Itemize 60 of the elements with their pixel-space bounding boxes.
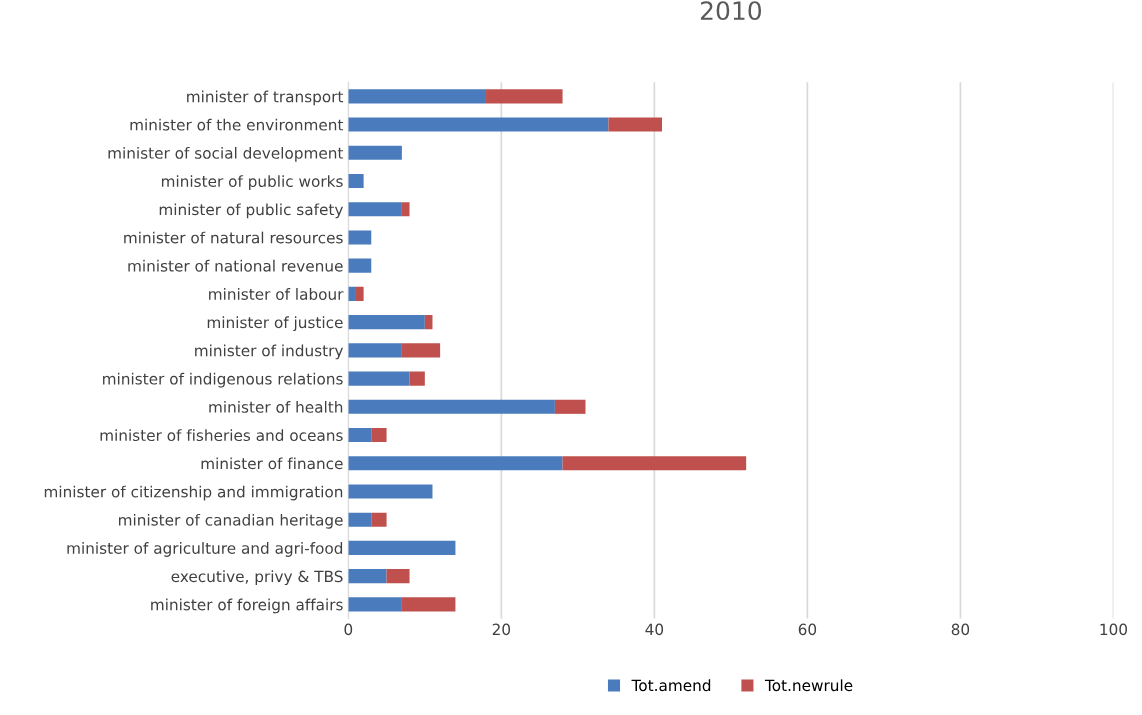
x-tick-label: 20 (492, 623, 511, 636)
y-tick-label: minister of fisheries and oceans (100, 429, 343, 442)
legend-label: Tot.newrule (764, 679, 853, 692)
y-tick-label: minister of justice (207, 316, 343, 332)
y-tick-label: minister of health (209, 400, 343, 413)
bar (348, 371, 410, 386)
bar (424, 315, 433, 330)
y-tick-label: minister of indigenous relations (103, 372, 343, 388)
x-tick-label: 80 (951, 623, 970, 636)
y-tick-label: minister of citizenship and immigration (44, 485, 343, 501)
bar (409, 371, 425, 386)
bar (348, 343, 402, 358)
x-tick-label: 60 (798, 623, 817, 636)
bar (348, 456, 563, 471)
bar (348, 569, 387, 584)
bar (348, 399, 555, 414)
x-tick-label: 40 (645, 623, 664, 636)
bar (348, 173, 364, 189)
chart-title: 2010 (700, 1, 762, 21)
bar (348, 145, 402, 160)
y-tick-label: minister of labour (209, 288, 344, 300)
y-tick-label: minister of transport (187, 90, 344, 106)
bar (348, 315, 425, 330)
bar (401, 202, 410, 217)
y-tick-label: minister of finance (201, 457, 343, 470)
y-tick-label: executive, privy & TBS (171, 570, 343, 586)
bar (608, 117, 663, 132)
bar (348, 427, 372, 443)
bar (371, 427, 387, 443)
bar (348, 202, 402, 217)
bar (348, 597, 402, 612)
y-tick-label: minister of canadian heritage (119, 513, 343, 529)
y-tick-label: minister of the environment (130, 118, 344, 131)
y-tick-label: minister of public works (161, 175, 343, 190)
y-tick-label: minister of social development (108, 146, 344, 162)
x-tick-label: 100 (1100, 623, 1128, 636)
bar (554, 399, 586, 414)
bar (348, 512, 372, 527)
y-tick-label: minister of natural resources (124, 231, 343, 244)
bar (348, 286, 356, 301)
bar (348, 258, 372, 273)
bar (401, 343, 441, 358)
y-tick-label: minister of foreign affairs (151, 598, 343, 614)
bar (371, 512, 387, 527)
x-tick-label: 0 (344, 623, 353, 636)
y-tick-label: minister of agriculture and agri-food (67, 542, 343, 557)
bar (401, 597, 456, 612)
y-tick-label: minister of national revenue (128, 259, 343, 272)
bar (348, 89, 487, 104)
bar (562, 456, 747, 471)
bar (348, 230, 372, 245)
legend-label: Tot.amend (631, 679, 711, 692)
bar (386, 569, 410, 584)
y-tick-label: minister of industry (195, 344, 343, 360)
y-tick-label: minister of public safety (159, 203, 343, 219)
bar (348, 117, 609, 132)
bar (348, 484, 433, 499)
bar (355, 286, 364, 301)
bar (486, 89, 563, 104)
bar (348, 540, 456, 555)
